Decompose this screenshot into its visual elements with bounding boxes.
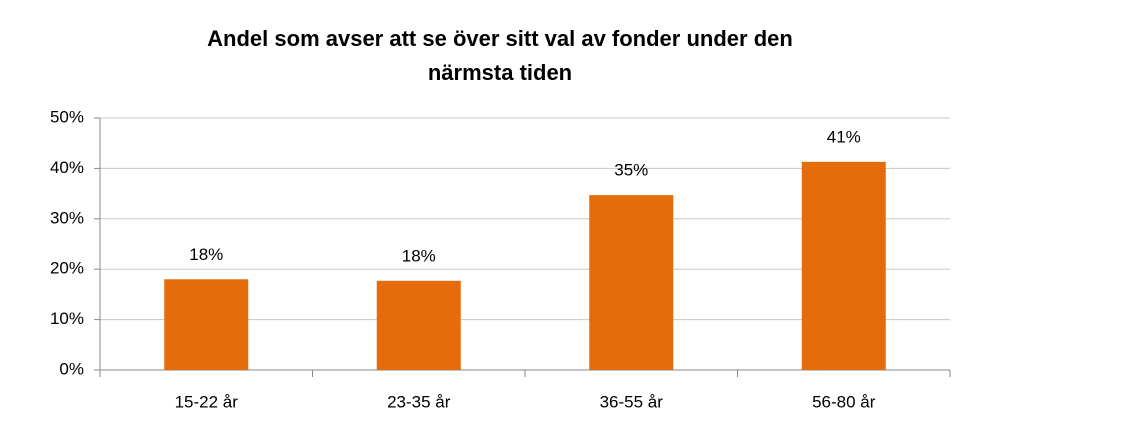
y-tick-label: 0%	[59, 359, 84, 378]
x-tick-label: 23-35 år	[387, 392, 451, 411]
value-label: 41%	[827, 127, 861, 146]
y-tick-label: 30%	[50, 208, 84, 227]
bar	[589, 195, 674, 370]
x-tick-label: 15-22 år	[175, 392, 239, 411]
x-tick-label: 36-55 år	[600, 392, 664, 411]
bar	[164, 279, 249, 370]
y-tick-label: 20%	[50, 259, 84, 278]
bar	[376, 280, 461, 370]
y-tick-label: 50%	[50, 107, 84, 126]
y-tick-label: 10%	[50, 309, 84, 328]
bar	[801, 161, 886, 370]
y-tick-label: 40%	[50, 158, 84, 177]
value-label: 35%	[614, 161, 648, 180]
chart-title: Andel som avser att se över sitt val av …	[207, 26, 793, 85]
value-label: 18%	[402, 246, 436, 265]
value-label: 18%	[189, 245, 223, 264]
x-tick-label: 56-80 år	[812, 392, 876, 411]
